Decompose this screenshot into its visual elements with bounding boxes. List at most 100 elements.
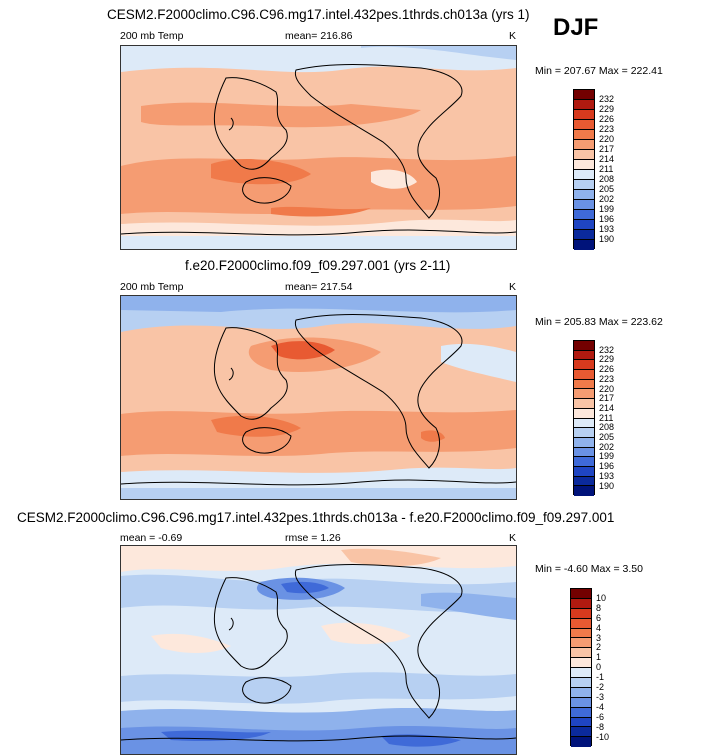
panel-1-mean-label: mean= 216.86 <box>285 30 353 42</box>
panel-3-tick: -1 <box>596 672 605 683</box>
panel-1-colorbar-swatch <box>574 180 594 190</box>
panel-3-colorbar-swatch <box>571 717 591 728</box>
panel-2-tick: 232 <box>599 344 615 355</box>
panel-1-tick: 217 <box>599 144 615 154</box>
panel-3-tick: 6 <box>596 612 602 623</box>
panel-2-tick: 199 <box>599 451 615 462</box>
panel-1-tick: 190 <box>599 234 615 244</box>
panel-3-colorbar-swatch <box>571 618 591 629</box>
panel-1-tick: 232 <box>599 94 615 104</box>
panel-1-tick: 205 <box>599 184 615 194</box>
panel-3-title: CESM2.F2000climo.C96.C96.mg17.intel.432p… <box>17 510 615 525</box>
panel-1-colorbar-swatch <box>574 210 594 220</box>
panel-3-tick: 0 <box>596 662 602 673</box>
panel-3-units: K <box>509 532 517 544</box>
panel-1-map <box>120 45 517 250</box>
panel-3-tick: 1 <box>596 652 602 663</box>
panel-1-colorbar-swatch <box>574 230 594 240</box>
panel-2-mean-label: mean= 217.54 <box>285 281 353 293</box>
panel-1-colorbar-swatch <box>574 130 594 140</box>
panel-2-variable-label: 200 mb Temp <box>120 281 184 293</box>
panel-2-tick: 193 <box>599 470 615 481</box>
panel-1-tick: 199 <box>599 204 615 214</box>
panel-1-tick: 226 <box>599 114 615 124</box>
panel-3-colorbar-swatch <box>571 598 591 609</box>
panel-3-colorbar-swatch <box>571 678 591 688</box>
panel-3-tick: 10 <box>596 592 607 603</box>
panel-1-units: K <box>509 30 517 42</box>
panel-2-tick: 220 <box>599 383 615 394</box>
panel-1-colorbar-swatch <box>574 240 594 250</box>
panel-1-tick: 229 <box>599 104 615 114</box>
panel-3-minmax: Min = -4.60 Max = 3.50 <box>535 563 643 575</box>
panel-1-title: CESM2.F2000climo.C96.C96.mg17.intel.432p… <box>107 7 530 22</box>
panel-3-colorbar-swatch <box>571 638 591 649</box>
panel-3-colorbar-swatch <box>571 737 591 748</box>
panel-2-tick: 226 <box>599 364 615 375</box>
panel-2-map <box>120 295 517 500</box>
panel-2-colorbar-swatch <box>574 360 594 371</box>
panel-3-tick: 4 <box>596 622 602 633</box>
panel-3-tick: -4 <box>596 701 605 712</box>
panel-1-colorbar <box>573 89 595 250</box>
panel-3-tick: -6 <box>596 711 605 722</box>
panel-3-colorbar-swatch <box>571 668 591 679</box>
panel-2-colorbar-swatch <box>574 457 594 467</box>
panel-3-colorbar-swatch <box>571 658 591 669</box>
panel-1-tick: 193 <box>599 224 615 234</box>
panel-2-tick: 229 <box>599 354 615 365</box>
panel-3-tick: 2 <box>596 642 602 653</box>
panel-1-colorbar-swatch <box>574 100 594 110</box>
panel-2-tick: 223 <box>599 373 615 384</box>
panel-1-tick: 211 <box>599 164 614 174</box>
panel-1-colorbar-swatch <box>574 200 594 210</box>
panel-1-colorbar-swatch <box>574 170 594 180</box>
season-label: DJF <box>553 14 599 41</box>
panel-1-colorbar-swatch <box>574 120 594 130</box>
panel-3-colorbar-swatch <box>571 727 591 738</box>
panel-1-colorbar-swatch <box>574 140 594 150</box>
panel-3-colorbar-swatch <box>571 628 591 639</box>
panel-2-map-plot <box>121 296 516 499</box>
panel-2-minmax: Min = 205.83 Max = 223.62 <box>535 316 663 328</box>
panel-3-colorbar-swatch <box>571 608 591 619</box>
panel-3-colorbar-swatch <box>571 589 591 599</box>
panel-1-colorbar-swatch <box>574 90 594 100</box>
panel-3-mean-label: mean = -0.69 <box>120 532 183 544</box>
panel-1-colorbar-swatch <box>574 110 594 120</box>
panel-3-tick: -10 <box>596 731 610 742</box>
panel-2-tick: 196 <box>599 461 615 472</box>
panel-3-tick: -8 <box>596 721 605 732</box>
panel-1-colorbar-swatch <box>574 190 594 200</box>
panel-1-tick: 208 <box>599 174 615 184</box>
panel-3-colorbar-swatch <box>571 648 591 659</box>
panel-3-map <box>120 545 517 755</box>
panel-3-tick: 8 <box>596 602 602 613</box>
panel-1-tick: 202 <box>599 194 615 204</box>
panel-3-tick: -3 <box>596 691 605 702</box>
panel-2-colorbar-swatch <box>574 428 594 438</box>
panel-3-tick: 3 <box>596 632 602 643</box>
panel-1-variable-label: 200 mb Temp <box>120 30 184 42</box>
panel-2-colorbar-swatch <box>574 447 594 458</box>
panel-2-colorbar-swatch <box>574 370 594 380</box>
panel-2-colorbar-swatch <box>574 466 594 477</box>
panel-2-colorbar-swatch <box>574 350 594 361</box>
panel-2-tick: 214 <box>599 402 615 413</box>
panel-2-colorbar <box>573 340 595 496</box>
panel-1-colorbar-swatch <box>574 150 594 160</box>
panel-3-colorbar-swatch <box>571 687 591 698</box>
panel-2-tick: 217 <box>599 393 615 404</box>
panel-2-colorbar-swatch <box>574 408 594 419</box>
panel-2-units: K <box>509 281 517 293</box>
panel-2-colorbar-swatch <box>574 418 594 429</box>
panel-1-tick: 220 <box>599 134 615 144</box>
panel-3-colorbar <box>570 588 592 748</box>
panel-2-colorbar-swatch <box>574 389 594 400</box>
panel-2-tick: 190 <box>599 480 615 491</box>
panel-2-tick: 202 <box>599 441 615 452</box>
panel-2-colorbar-swatch <box>574 486 594 496</box>
panel-1-map-plot <box>121 46 516 249</box>
panel-1-tick: 196 <box>599 214 615 224</box>
panel-2-tick: 205 <box>599 432 615 442</box>
